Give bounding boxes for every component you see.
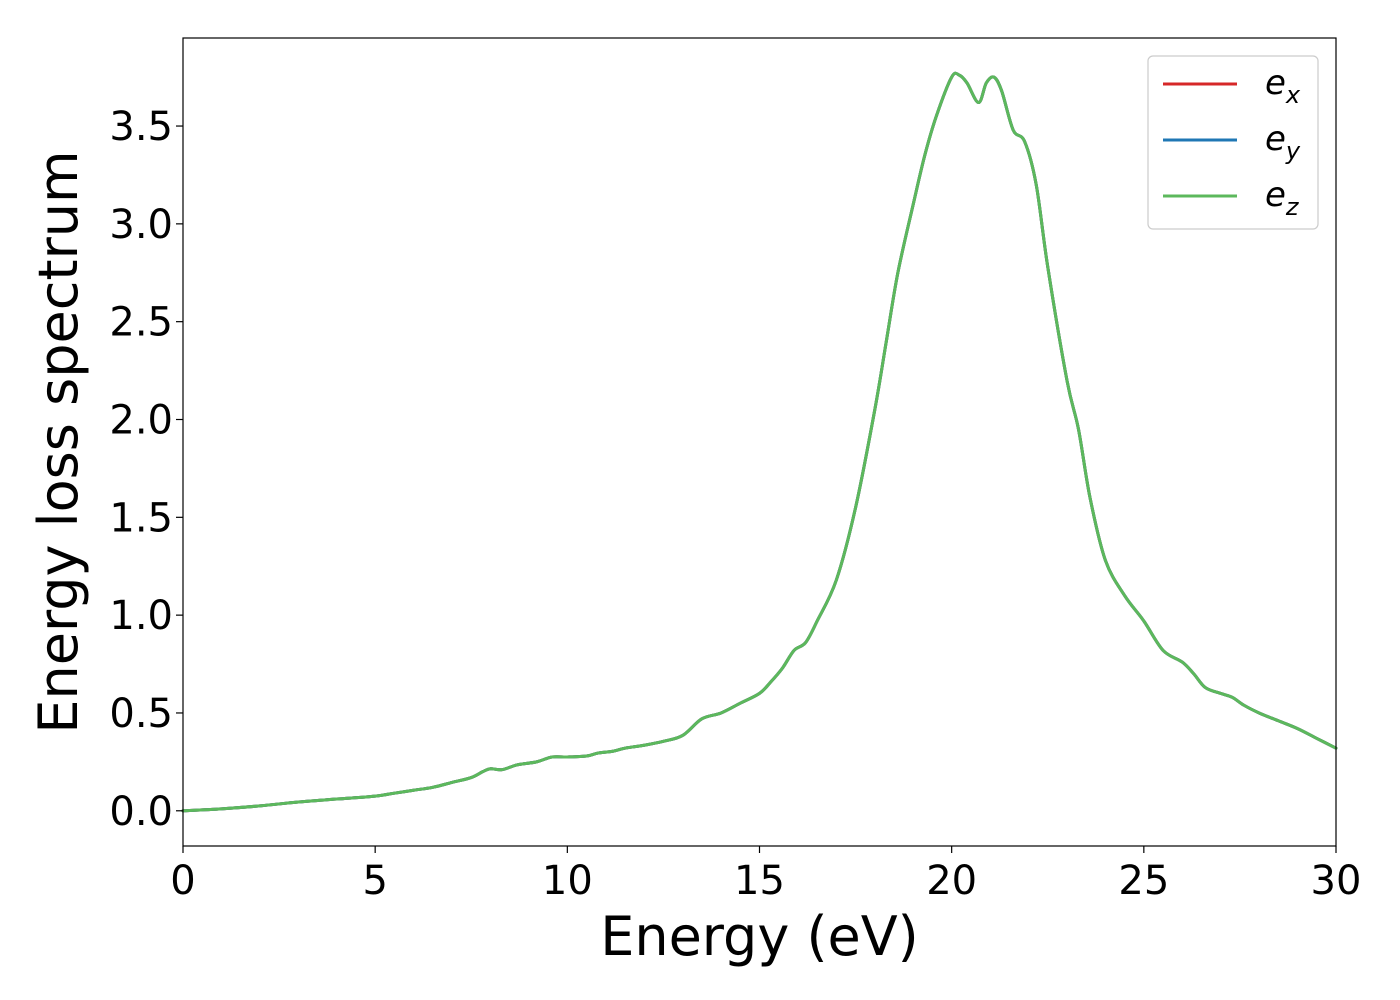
y-axis-label: Energy loss spectrum (27, 150, 90, 733)
legend-label-e-z: ez (1265, 175, 1300, 221)
x-ticks: 0 5 10 15 20 25 30 (170, 846, 1361, 904)
x-tick-label: 10 (542, 858, 593, 904)
x-tick-label: 0 (170, 858, 195, 904)
y-tick-label: 2.0 (109, 398, 173, 444)
y-tick-label: 1.0 (109, 593, 173, 639)
y-tick-label: 3.5 (109, 104, 173, 150)
x-tick-label: 5 (362, 858, 387, 904)
legend-label-e-y: ey (1265, 119, 1301, 165)
legend: ex ey ez (1147, 55, 1319, 230)
x-tick-label: 25 (1118, 858, 1169, 904)
x-tick-label: 15 (734, 858, 785, 904)
x-axis-label: Energy (eV) (600, 905, 919, 968)
y-tick-label: 1.5 (109, 495, 173, 541)
y-tick-label: 0.5 (109, 691, 173, 737)
plot-frame (182, 37, 1337, 847)
x-tick-label: 20 (926, 858, 977, 904)
y-ticks: 0.0 0.5 1.0 1.5 2.0 2.5 3.0 3.5 (109, 104, 183, 835)
series-layer (181, 71, 1338, 813)
y-tick-label: 3.0 (109, 202, 173, 248)
legend-label-e-x: ex (1265, 63, 1301, 109)
y-tick-label: 2.5 (109, 300, 173, 346)
x-tick-label: 30 (1311, 858, 1362, 904)
series-line-e-z (181, 71, 1338, 813)
y-tick-label: 0.0 (109, 789, 173, 835)
legend-box (1147, 55, 1319, 230)
